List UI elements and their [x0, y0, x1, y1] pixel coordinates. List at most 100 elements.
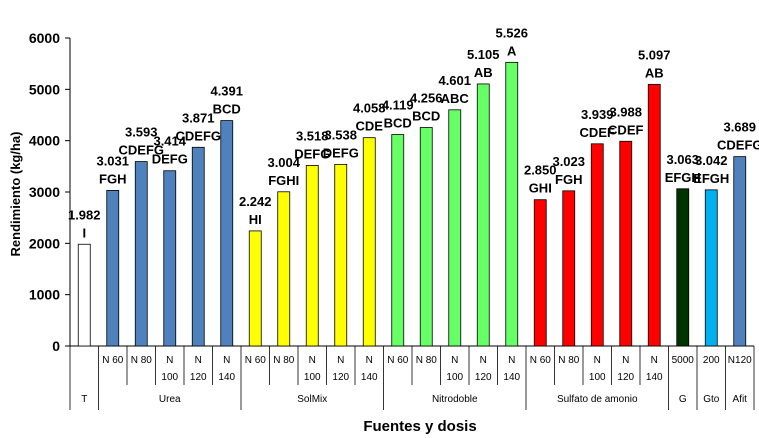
bar-letters-label: AB	[645, 65, 664, 80]
x-category-label: N 80	[131, 355, 153, 366]
bar-value-label: 1.982	[68, 207, 101, 222]
x-category-label: 140	[361, 372, 378, 383]
bar-letters-label: EFGH	[693, 171, 729, 186]
x-group-label: T	[81, 394, 87, 405]
bar-value-label: 4.391	[210, 84, 243, 99]
bar	[391, 134, 405, 347]
bar	[220, 120, 234, 347]
bar-value-label: 5.105	[467, 47, 500, 62]
y-tick-label: 1000	[29, 287, 60, 303]
bar	[647, 83, 661, 347]
bar-letters-label: BCD	[384, 116, 412, 131]
x-category-label: N	[195, 355, 202, 366]
x-category-label: N 60	[530, 355, 552, 366]
x-group-label: G	[679, 394, 687, 405]
x-category-label: N	[366, 355, 373, 366]
bar-value-label: 5.526	[495, 25, 528, 40]
bar-letters-label: EFGH	[665, 170, 701, 185]
bar-value-label: 4.256	[410, 91, 443, 106]
bar	[419, 127, 433, 347]
bar	[191, 146, 205, 347]
x-category-label: 120	[332, 372, 349, 383]
x-category-label: N	[451, 355, 458, 366]
bar-value-label: 3.042	[695, 153, 728, 168]
x-category-label: N	[480, 355, 487, 366]
bar-letters-label: I	[82, 225, 86, 240]
x-category-label: N	[594, 355, 601, 366]
bar	[305, 165, 319, 347]
bar-letters-label: CDEF	[580, 125, 615, 140]
x-category-label: N 60	[245, 355, 267, 366]
axes: 0 1000 2000 3000 4000 5000 6000	[29, 30, 755, 410]
bar-value-label: 3.031	[96, 153, 129, 168]
bar	[448, 109, 462, 347]
bar-letters-label: FGH	[99, 171, 126, 186]
bar	[676, 188, 690, 347]
bar-letters-label: CDEFG	[717, 138, 759, 153]
bar-letters-label: BCD	[213, 102, 241, 117]
x-group-label: Afit	[733, 394, 748, 405]
x-category-label: 140	[218, 372, 235, 383]
bar-value-label: 3.414	[153, 134, 186, 149]
bar-letters-label: DEFG	[152, 152, 188, 167]
y-tick-label: 4000	[29, 133, 60, 149]
x-group-label: Sulfato de amonio	[557, 394, 638, 405]
bar-letters-label: AB	[474, 65, 493, 80]
bar-value-label: 4.601	[438, 73, 471, 88]
x-category-label: N 60	[102, 355, 124, 366]
bar-value-label: 3.023	[552, 154, 585, 169]
y-tick-label: 0	[52, 338, 60, 354]
x-category-label: N 60	[387, 355, 409, 366]
x-group-label: Urea	[159, 394, 181, 405]
bar-value-label: 3.518	[296, 128, 329, 143]
bar-value-label: 3.593	[125, 125, 158, 140]
bar-value-label: 2.850	[524, 163, 557, 178]
bar-letters-label: CDEFG	[176, 128, 222, 143]
bar-value-label: 5.097	[638, 47, 671, 62]
bar-letters-label: FGHI	[268, 173, 299, 188]
bar-value-label: 3.689	[723, 120, 756, 135]
bar-letters-label: HI	[249, 212, 262, 227]
x-category-label: 5000	[672, 355, 695, 366]
x-category-label: 120	[475, 372, 492, 383]
bar-letters-label: BCD	[412, 109, 440, 124]
bar-letters-label: A	[507, 43, 517, 58]
x-category-label: N	[508, 355, 515, 366]
x-group-label: Gto	[703, 394, 720, 405]
x-category-label: 140	[646, 372, 663, 383]
bar	[248, 230, 262, 347]
bar	[362, 137, 376, 347]
x-axis-label: Fuentes y dosis	[363, 418, 476, 435]
x-category-label: 120	[190, 372, 207, 383]
bar-value-label: 3.871	[182, 110, 215, 125]
bars	[77, 61, 747, 347]
bar-value-label: 3.063	[666, 152, 699, 167]
bar	[334, 163, 348, 347]
x-category-label: N 80	[558, 355, 580, 366]
x-category-label: N 80	[416, 355, 438, 366]
bar	[590, 143, 604, 347]
x-category-label: 100	[589, 372, 606, 383]
bar	[163, 170, 177, 347]
bar	[505, 61, 519, 347]
bar	[476, 83, 490, 347]
y-tick-label: 3000	[29, 184, 60, 200]
bar	[733, 156, 747, 347]
x-category-labels: N 60 N 80 N 100 N 120 N 140 N 60 N 80 N 100 N 120 N 140…	[81, 355, 752, 405]
bar	[619, 140, 633, 347]
y-axis-label: Rendimiento (kg/ha)	[8, 132, 23, 257]
bar-letters-label: CDEF	[608, 122, 643, 137]
y-tick-label: 5000	[29, 81, 60, 97]
x-category-label: 140	[503, 372, 520, 383]
x-category-label: 100	[161, 372, 178, 383]
x-group-label: Nitrodoble	[432, 394, 478, 405]
x-category-label: N	[223, 355, 230, 366]
data-labels: 1.982I3.031FGH3.593CDEFG3.414DEFG3.871CD…	[68, 25, 759, 240]
x-category-label: N	[651, 355, 658, 366]
bar-letters-label: CDE	[356, 119, 384, 134]
y-tick-label: 6000	[29, 30, 60, 46]
x-group-label: SolMix	[297, 394, 327, 405]
bar	[134, 161, 148, 347]
bar-letters-label: CDEFG	[119, 143, 165, 158]
